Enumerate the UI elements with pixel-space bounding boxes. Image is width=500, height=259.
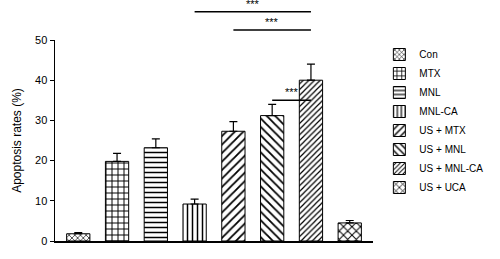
svg-text:MNL: MNL (419, 87, 441, 98)
svg-text:50: 50 (35, 34, 47, 46)
svg-text:US + MNL: US + MNL (419, 144, 466, 155)
svg-text:20: 20 (35, 154, 47, 166)
svg-text:***: *** (285, 86, 299, 98)
svg-text:10: 10 (35, 195, 47, 207)
svg-text:***: *** (246, 0, 260, 10)
svg-text:MNL-CA: MNL-CA (419, 106, 458, 117)
svg-text:US + MTX: US + MTX (419, 125, 466, 136)
svg-text:US + UCA: US + UCA (419, 182, 466, 193)
svg-text:Con: Con (419, 49, 437, 60)
svg-text:30: 30 (35, 114, 47, 126)
svg-text:40: 40 (35, 74, 47, 86)
svg-text:MTX: MTX (419, 68, 440, 79)
svg-text:Apoptosis rates (%): Apoptosis rates (%) (10, 88, 24, 193)
svg-text:US + MNL-CA: US + MNL-CA (419, 163, 483, 174)
svg-text:0: 0 (41, 235, 47, 247)
svg-text:***: *** (265, 16, 279, 28)
